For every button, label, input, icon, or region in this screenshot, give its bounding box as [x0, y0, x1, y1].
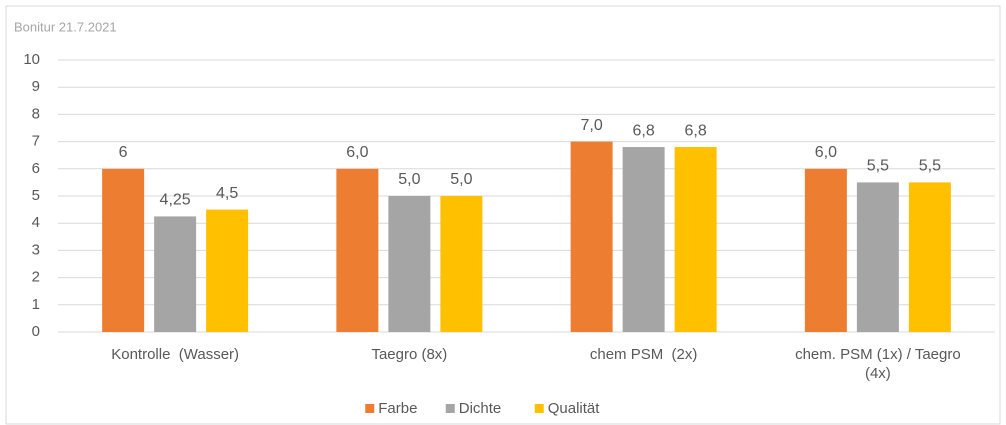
value-label: 5,5: [867, 158, 889, 175]
y-tick-label: 4: [32, 214, 40, 231]
x-tick-label: Taegro (8x): [371, 346, 448, 363]
value-label: 5,5: [919, 158, 941, 175]
value-label: 5,0: [450, 171, 472, 188]
bar: [622, 147, 665, 332]
y-tick-label: 8: [32, 105, 40, 122]
y-tick-label: 5: [32, 187, 40, 204]
y-tick-label: 3: [32, 241, 40, 258]
bar: [102, 168, 145, 332]
x-tick-label: chem. PSM (1x) / Taegro (4x): [795, 346, 965, 382]
value-label: 6,0: [346, 144, 368, 161]
y-tick-label: 1: [32, 296, 40, 313]
value-label: 6,8: [685, 122, 707, 139]
value-label: 6,0: [815, 144, 837, 161]
bar: [154, 216, 197, 332]
value-label: 6: [119, 144, 128, 161]
legend-swatch: [365, 404, 375, 413]
value-label: 5,0: [398, 171, 420, 188]
bar: [908, 182, 951, 332]
legend-swatch: [534, 404, 544, 413]
y-tick-label: 0: [32, 323, 40, 340]
bar: [674, 147, 717, 332]
y-tick-label: 10: [23, 51, 40, 68]
value-label: 7,0: [581, 117, 603, 134]
bar: [336, 168, 379, 332]
bar: [570, 141, 613, 332]
y-tick-label: 7: [32, 133, 40, 150]
value-label: 4,25: [160, 192, 191, 209]
legend-label: Dichte: [459, 400, 502, 417]
bar: [206, 209, 249, 332]
bar: [388, 196, 431, 332]
legend-label: Farbe: [378, 400, 417, 417]
legend-label: Qualität: [548, 400, 601, 417]
x-tick-label: Kontrolle (Wasser): [111, 346, 240, 363]
chart-title: Bonitur 21.7.2021: [14, 19, 117, 34]
y-tick-label: 9: [32, 78, 40, 95]
value-label: 6,8: [633, 122, 655, 139]
bar: [440, 196, 483, 332]
y-tick-label: 2: [32, 269, 40, 286]
legend-swatch: [445, 404, 455, 413]
x-tick-label: chem PSM (2x): [589, 346, 698, 363]
bar: [856, 182, 899, 332]
y-tick-label: 6: [32, 160, 40, 177]
value-label: 4,5: [216, 185, 238, 202]
bar: [804, 168, 847, 332]
